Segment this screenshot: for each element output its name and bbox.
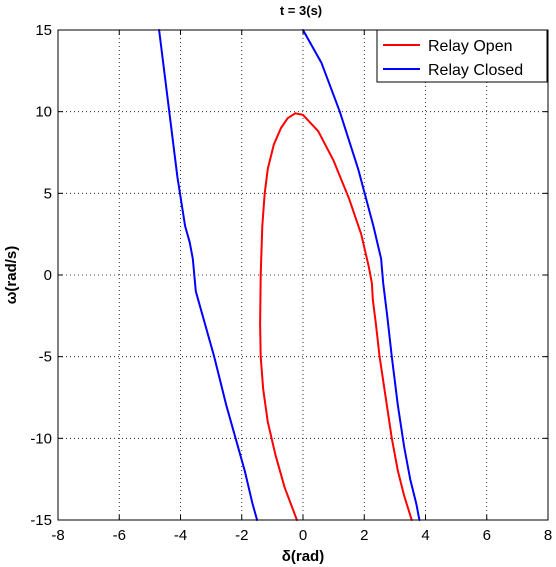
x-tick-label: -8 (51, 527, 64, 544)
y-tick-label: -5 (39, 349, 52, 366)
x-tick-label: 8 (544, 527, 552, 544)
chart-title: t = 3(s) (280, 3, 322, 18)
legend-label-relay-open: Relay Open (428, 38, 513, 55)
x-tick-labels: -8 -6 -4 -2 0 2 4 6 8 (51, 527, 552, 544)
x-tick-label: -4 (174, 527, 187, 544)
x-tick-label: 2 (360, 527, 368, 544)
y-axis-label: ω(rad/s) (3, 246, 20, 305)
legend: Relay Open Relay Closed (376, 29, 548, 83)
legend-box (376, 29, 548, 83)
legend-label-relay-closed: Relay Closed (428, 62, 523, 79)
x-tick-label: 4 (421, 527, 429, 544)
series-line-relay-closed (158, 29, 259, 521)
y-tick-label: 0 (44, 267, 52, 284)
grid-lines (58, 30, 548, 520)
x-tick-label: -2 (235, 527, 248, 544)
x-tick-label: -6 (113, 527, 126, 544)
plot-area (57, 29, 549, 521)
series-lines (158, 29, 421, 521)
y-tick-label: 10 (35, 104, 52, 121)
series-line-relay-closed (302, 29, 421, 521)
series-line-relay-open (294, 112, 413, 521)
x-tick-label: 6 (483, 527, 491, 544)
y-tick-label: 15 (35, 22, 52, 39)
y-tick-labels: -15 -10 -5 0 5 10 15 (30, 22, 52, 529)
y-tick-label: -15 (30, 512, 52, 529)
series-line-relay-open (259, 112, 298, 521)
x-tick-label: 0 (299, 527, 307, 544)
y-tick-label: -10 (30, 430, 52, 447)
y-tick-label: 5 (44, 185, 52, 202)
x-axis-label: δ(rad) (282, 548, 324, 565)
